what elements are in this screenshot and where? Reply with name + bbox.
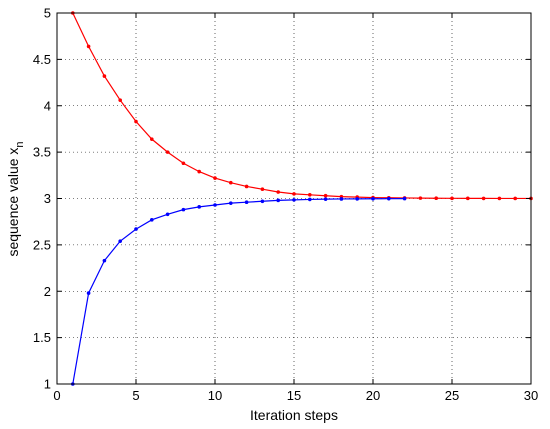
data-point — [466, 196, 470, 201]
data-point — [181, 161, 186, 166]
data-point — [197, 169, 201, 174]
data-point — [276, 190, 281, 194]
data-point — [244, 184, 249, 189]
data-point — [323, 197, 328, 201]
y-tick-label: 2.5 — [33, 237, 51, 252]
y-axis-label-subscript: n — [14, 141, 26, 147]
data-point — [481, 196, 486, 201]
data-point — [86, 291, 91, 295]
data-point — [308, 192, 312, 197]
data-point — [292, 198, 296, 202]
data-point — [213, 176, 217, 180]
data-point — [402, 196, 407, 201]
tick-labels: 0 5 10 15 20 25 30 1 1.5 2 2.5 3 3.5 4 4.5 5 — [33, 6, 538, 404]
y-tick-label: 4.5 — [33, 52, 51, 67]
data-point — [434, 196, 439, 201]
y-axis-label: sequence value xn — [5, 141, 26, 256]
data-point — [181, 207, 186, 212]
data-point — [118, 239, 122, 243]
x-axis-label: Iteration steps — [250, 407, 338, 423]
ticks — [56, 12, 532, 385]
data-point — [292, 192, 296, 196]
data-point — [134, 119, 138, 124]
data-point — [102, 74, 107, 78]
data-point — [165, 150, 170, 154]
data-point — [513, 196, 517, 201]
data-point — [150, 137, 154, 141]
x-tick-label: 15 — [287, 388, 301, 403]
data-point — [102, 258, 107, 263]
data-point — [387, 196, 391, 201]
y-tick-label: 5 — [44, 6, 51, 21]
series-line — [72, 12, 532, 200]
x-tick-label: 10 — [208, 388, 222, 403]
data-point — [371, 196, 375, 201]
data-point — [213, 203, 217, 207]
data-point — [134, 227, 138, 231]
x-tick-label: 5 — [132, 388, 139, 403]
x-tick-label: 0 — [53, 388, 60, 403]
y-tick-label: 3.5 — [33, 145, 51, 160]
data-point — [339, 197, 344, 201]
series-2 — [71, 196, 407, 386]
data-point — [229, 201, 233, 205]
y-tick-label: 4 — [44, 98, 51, 113]
data-point — [450, 196, 454, 201]
data-point — [118, 98, 122, 102]
x-tick-label: 25 — [445, 388, 459, 403]
y-axis-label-main: sequence value x — [5, 148, 21, 257]
y-tick-label: 3 — [44, 191, 51, 206]
data-point — [197, 205, 201, 209]
x-tick-label: 30 — [524, 388, 538, 403]
data-point — [260, 187, 265, 192]
data-point — [497, 196, 502, 201]
data-point — [418, 196, 423, 200]
data-point — [229, 180, 233, 185]
data-point — [244, 200, 249, 205]
data-point — [355, 197, 360, 201]
data-point — [323, 193, 328, 198]
y-tick-label: 2 — [44, 284, 51, 299]
data-point — [150, 218, 154, 222]
series-line — [72, 197, 405, 385]
series-group — [71, 11, 533, 386]
x-tick-label: 20 — [366, 388, 380, 403]
y-tick-label: 1 — [44, 377, 51, 392]
data-point — [308, 197, 312, 202]
data-point — [276, 198, 281, 203]
data-point — [165, 212, 170, 217]
data-point — [86, 44, 91, 49]
y-tick-label: 1.5 — [33, 330, 51, 345]
data-point — [260, 199, 265, 204]
